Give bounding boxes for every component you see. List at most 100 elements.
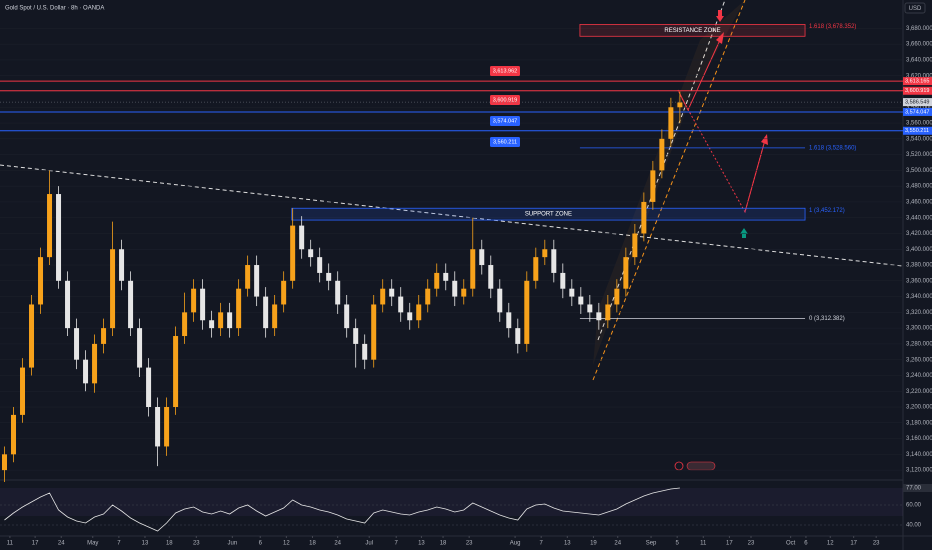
- x-tick-label: 12: [283, 541, 290, 547]
- candle-body: [11, 414, 17, 455]
- x-tick-label: 18: [166, 541, 173, 547]
- candle-body: [659, 138, 665, 171]
- candle-body: [362, 343, 368, 360]
- current-price-badge: [903, 98, 932, 107]
- candle-body: [128, 280, 134, 329]
- y-tick-label: 3,540.000: [906, 136, 932, 142]
- candle-body: [155, 407, 161, 447]
- zone: [291, 207, 806, 221]
- y-tick-label: 3,320.000: [906, 310, 932, 316]
- rsi-tick-label: 40.00: [906, 523, 922, 529]
- event-icon[interactable]: [686, 461, 716, 471]
- candle-body: [470, 249, 476, 289]
- x-tick-label: May: [87, 541, 98, 547]
- y-tick-label: 3,640.000: [906, 58, 932, 64]
- candle-body: [272, 304, 278, 329]
- candle-body: [416, 304, 422, 321]
- x-tick-label: 7: [117, 541, 121, 547]
- x-tick-label: 24: [334, 541, 341, 547]
- x-tick-label: Sep: [646, 541, 657, 547]
- x-tick-label: 7: [395, 541, 399, 547]
- x-tick-label: 24: [614, 541, 621, 547]
- candle-body: [560, 272, 566, 289]
- x-tick-label: 11: [700, 541, 707, 547]
- candle-body: [245, 265, 251, 289]
- x-tick-label: 23: [193, 541, 200, 547]
- y-tick-label: 3,500.000: [906, 168, 932, 174]
- zone-label: SUPPORT ZONE: [525, 212, 572, 218]
- candle-body: [461, 288, 467, 297]
- price-tag-label: 3,613.962: [493, 68, 517, 74]
- x-tick-label: 23: [873, 541, 880, 547]
- y-tick-label: 3,520.000: [906, 152, 932, 158]
- candle-body: [641, 201, 647, 234]
- x-tick-label: 6: [804, 541, 808, 547]
- rsi-line: [4, 487, 680, 532]
- x-tick-label: 13: [142, 541, 149, 547]
- x-tick-label: 7: [540, 541, 544, 547]
- candle-body: [434, 272, 440, 289]
- y-tick-label: 3,560.000: [906, 121, 932, 127]
- candle-body: [263, 296, 269, 329]
- x-tick-label: Jul: [365, 541, 373, 547]
- candle-body: [497, 288, 503, 313]
- level-label: 3,574.047: [905, 109, 929, 115]
- zone-label: RESISTANCE ZONE: [664, 28, 720, 34]
- candle-body: [38, 257, 44, 305]
- candle-body: [389, 288, 395, 297]
- candle-body: [380, 288, 386, 305]
- x-tick-label: 12: [827, 541, 834, 547]
- x-tick-label: 13: [564, 541, 571, 547]
- candle-body: [677, 102, 683, 108]
- y-tick-label: 3,340.000: [906, 294, 932, 300]
- candle-body: [317, 257, 323, 273]
- candle-body: [668, 107, 674, 139]
- candle-body: [299, 225, 305, 250]
- candle-body: [20, 367, 26, 415]
- up-marker: [740, 228, 748, 234]
- price-tag: [490, 137, 520, 147]
- candle-body: [533, 257, 539, 281]
- price-tag-label: 3,560.211: [493, 139, 517, 145]
- price-tag: [490, 95, 520, 105]
- fib-label: 1.618 (3,528.560): [809, 145, 856, 151]
- level-label: 3,550.211: [905, 128, 929, 134]
- level-badge: [903, 77, 932, 86]
- candle-body: [650, 170, 656, 202]
- candle-body: [353, 328, 359, 344]
- candle-body: [227, 312, 233, 329]
- y-tick-label: 3,260.000: [906, 357, 932, 363]
- candle-body: [452, 280, 458, 297]
- x-tick-label: Oct: [786, 541, 796, 547]
- candle-body: [623, 257, 629, 289]
- channel-line: [597, 0, 726, 341]
- y-tick-label: 3,360.000: [906, 278, 932, 284]
- candle-body: [164, 407, 170, 447]
- candle-body: [578, 296, 584, 305]
- x-tick-label: 17: [726, 541, 733, 547]
- x-tick-label: 17: [850, 541, 857, 547]
- candle-body: [47, 194, 53, 258]
- level-label: 3,600.919: [905, 88, 929, 94]
- candle-body: [425, 288, 431, 305]
- candle-body: [488, 265, 494, 289]
- candle-body: [137, 328, 143, 368]
- up-marker: [742, 234, 746, 238]
- level-badge: [903, 107, 932, 116]
- y-tick-label: 3,400.000: [906, 247, 932, 253]
- currency[interactable]: USD: [909, 6, 922, 12]
- candle-body: [281, 280, 287, 305]
- y-tick-label: 3,240.000: [906, 373, 932, 379]
- y-tick-label: 3,440.000: [906, 215, 932, 221]
- candle-body: [371, 304, 377, 360]
- currency-box[interactable]: [904, 2, 926, 14]
- x-tick-label: 24: [58, 541, 65, 547]
- candle-body: [506, 312, 512, 329]
- y-tick-label: 3,460.000: [906, 200, 932, 206]
- x-tick-label: Aug: [510, 541, 521, 547]
- y-tick-label: 3,200.000: [906, 405, 932, 411]
- y-tick-label: 3,160.000: [906, 436, 932, 442]
- rsi-tick-label: 60.00: [906, 503, 922, 509]
- zone: [579, 24, 806, 37]
